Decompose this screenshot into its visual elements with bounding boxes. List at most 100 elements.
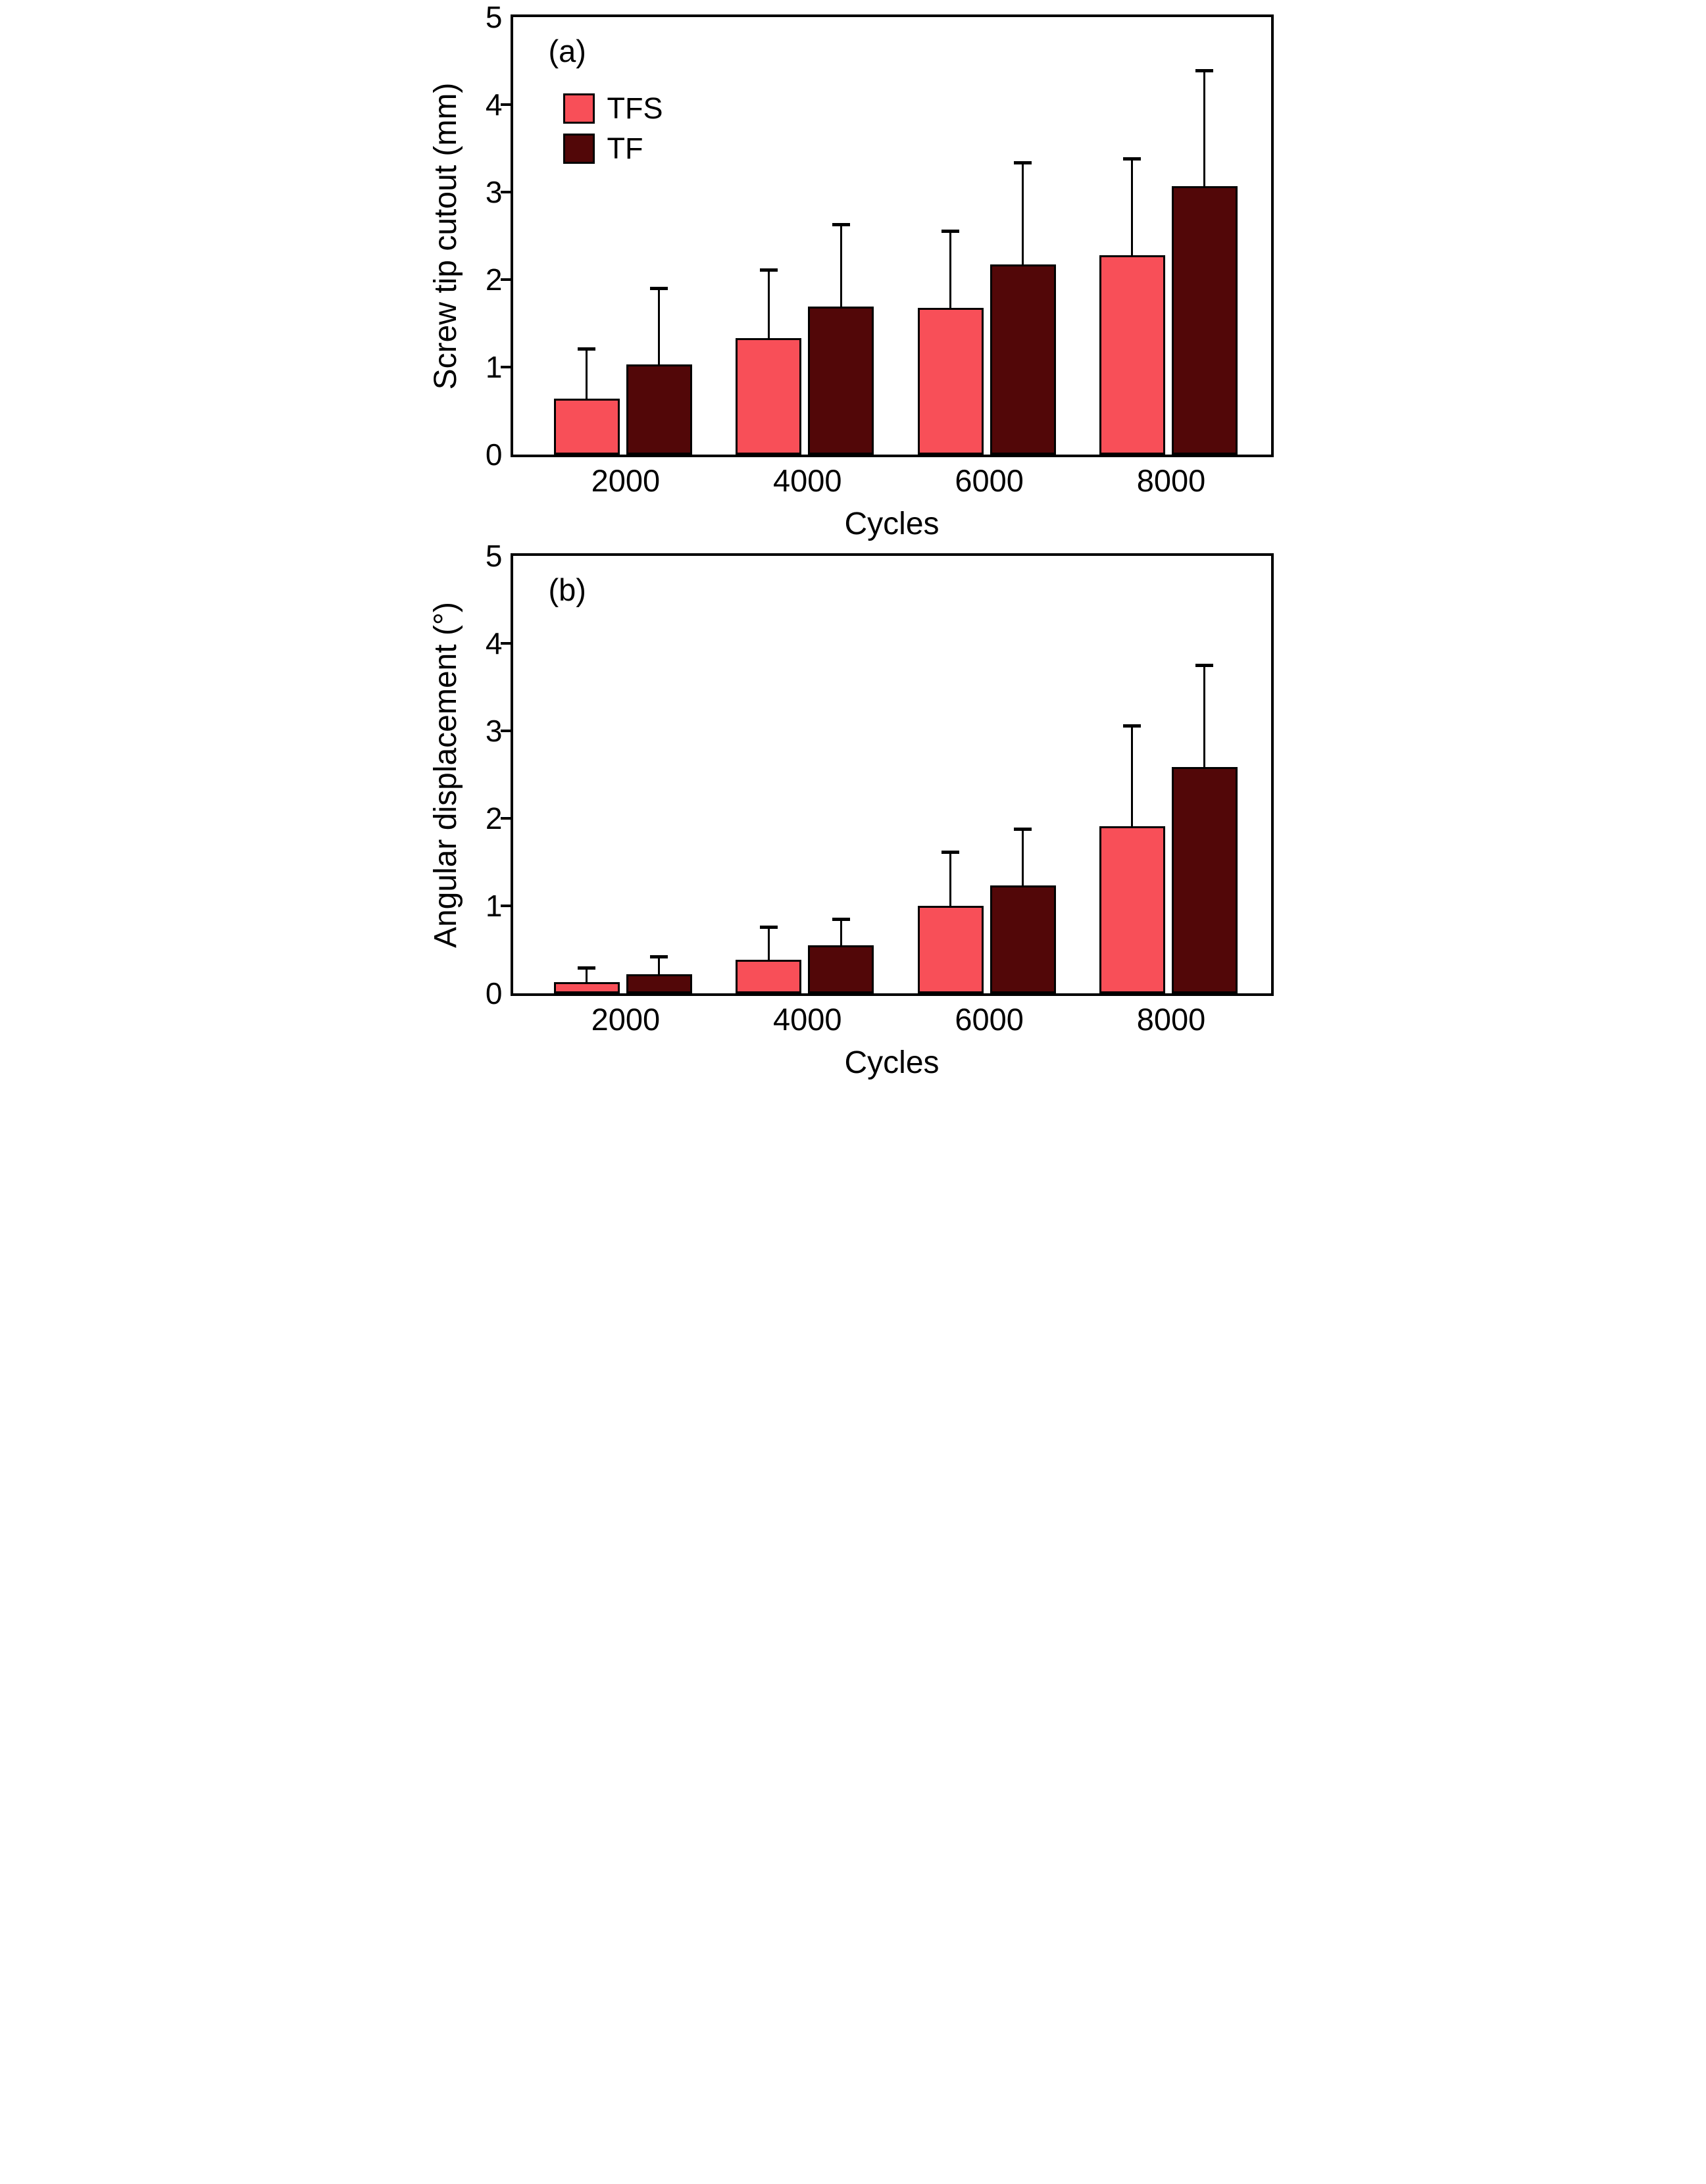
bar-tfs-6000 bbox=[917, 307, 984, 455]
y-axis-title-text: Screw tip cutout (mm) bbox=[428, 82, 463, 389]
error-cap-tf-4000 bbox=[832, 223, 850, 227]
error-bar-tfs-4000 bbox=[767, 270, 770, 340]
panel-b: Angular displacement (°) 0 1 2 3 4 5 (b) 2000… bbox=[427, 541, 1280, 1083]
legend-swatch-tf bbox=[563, 134, 595, 164]
x-tick-label-8000: 8000 bbox=[1136, 463, 1206, 498]
y-axis-title-a: Screw tip cutout (mm) bbox=[427, 14, 465, 457]
y-tick-label-5: 5 bbox=[485, 0, 503, 34]
bar-tfs-2000 bbox=[553, 981, 620, 993]
y-tick-label-1: 1 bbox=[485, 350, 503, 384]
bar-tf-6000 bbox=[990, 264, 1056, 455]
x-tick-label-2000: 2000 bbox=[591, 463, 661, 498]
bar-tfs-8000 bbox=[1099, 826, 1165, 993]
x-tick-label-4000: 4000 bbox=[772, 1002, 842, 1037]
bar-tf-8000 bbox=[1171, 766, 1238, 993]
y-tick-label-0: 0 bbox=[485, 976, 503, 1010]
plot-area-b: (b) bbox=[500, 553, 1274, 996]
error-cap-tfs-8000 bbox=[1123, 724, 1142, 728]
bar-tfs-8000 bbox=[1099, 255, 1165, 455]
y-tick-mark-1 bbox=[500, 905, 511, 907]
error-bar-tfs-2000 bbox=[586, 968, 588, 983]
y-tick-label-2: 2 bbox=[485, 262, 503, 297]
bar-tfs-4000 bbox=[736, 338, 802, 455]
y-tick-mark-4 bbox=[500, 642, 511, 645]
error-bar-tf-4000 bbox=[840, 918, 842, 947]
error-cap-tf-6000 bbox=[1014, 827, 1032, 831]
bar-tf-4000 bbox=[808, 307, 874, 455]
error-cap-tf-2000 bbox=[650, 955, 668, 959]
error-bar-tfs-8000 bbox=[1131, 726, 1134, 828]
bar-tf-2000 bbox=[626, 974, 692, 993]
error-bar-tfs-6000 bbox=[949, 851, 952, 907]
error-bar-tfs-6000 bbox=[949, 230, 952, 309]
x-axis-tick-labels-a: 2000 4000 6000 8000 bbox=[513, 457, 1271, 503]
error-bar-tf-4000 bbox=[840, 224, 842, 309]
bar-tf-8000 bbox=[1171, 186, 1238, 455]
x-tick-label-8000: 8000 bbox=[1136, 1002, 1206, 1037]
y-tick-label-0: 0 bbox=[485, 437, 503, 472]
x-axis-title-b: Cycles bbox=[844, 1045, 940, 1080]
x-axis-title-a: Cycles bbox=[844, 507, 940, 541]
x-axis-tick-labels-b: 2000 4000 6000 8000 bbox=[513, 996, 1271, 1042]
error-cap-tfs-6000 bbox=[941, 850, 960, 854]
x-tick-label-6000: 6000 bbox=[955, 463, 1024, 498]
y-tick-label-4: 4 bbox=[485, 626, 503, 660]
bar-tf-2000 bbox=[626, 364, 692, 455]
error-bar-tf-2000 bbox=[658, 288, 661, 366]
y-tick-mark-3 bbox=[500, 730, 511, 732]
y-tick-label-3: 3 bbox=[485, 175, 503, 209]
y-tick-mark-2 bbox=[500, 278, 511, 281]
error-bar-tfs-4000 bbox=[767, 926, 770, 962]
error-cap-tf-2000 bbox=[650, 287, 668, 291]
error-cap-tf-6000 bbox=[1014, 161, 1032, 164]
bar-tfs-4000 bbox=[736, 960, 802, 993]
y-tick-label-2: 2 bbox=[485, 801, 503, 835]
bar-tfs-6000 bbox=[917, 906, 984, 993]
y-axis-title-b: Angular displacement (°) bbox=[427, 553, 465, 996]
bar-tf-4000 bbox=[808, 945, 874, 993]
error-cap-tfs-2000 bbox=[578, 966, 596, 970]
error-bar-tf-6000 bbox=[1022, 162, 1024, 266]
error-bar-tf-8000 bbox=[1203, 665, 1206, 768]
panel-tag-a: (a) bbox=[548, 34, 586, 68]
error-bar-tfs-8000 bbox=[1131, 159, 1134, 257]
error-bar-tf-6000 bbox=[1022, 828, 1024, 887]
panel-a: Screw tip cutout (mm) 0 1 2 3 4 5 (a) TFS TF 2… bbox=[427, 2, 1280, 544]
error-cap-tf-8000 bbox=[1195, 664, 1214, 668]
y-tick-mark-1 bbox=[500, 366, 511, 368]
error-cap-tf-4000 bbox=[832, 917, 850, 921]
legend-swatch-tfs bbox=[563, 93, 595, 124]
error-cap-tfs-6000 bbox=[941, 229, 960, 233]
figure: Screw tip cutout (mm) 0 1 2 3 4 5 (a) TFS TF 2… bbox=[426, 0, 1280, 1099]
error-cap-tf-8000 bbox=[1195, 69, 1214, 73]
y-axis-tick-labels-a: 0 1 2 3 4 5 bbox=[465, 2, 511, 470]
error-bar-tf-2000 bbox=[658, 956, 661, 976]
y-tick-mark-4 bbox=[500, 103, 511, 106]
error-cap-tfs-4000 bbox=[759, 268, 778, 272]
bar-tf-6000 bbox=[990, 885, 1056, 993]
y-axis-title-text: Angular displacement (°) bbox=[428, 601, 463, 948]
error-bar-tfs-2000 bbox=[586, 349, 588, 400]
error-cap-tfs-4000 bbox=[759, 925, 778, 929]
x-tick-label-2000: 2000 bbox=[591, 1002, 661, 1037]
legend-entry-tfs: TFS bbox=[563, 93, 663, 124]
plot-area-a: (a) TFS TF bbox=[500, 14, 1274, 457]
x-tick-label-4000: 4000 bbox=[772, 463, 842, 498]
y-tick-mark-2 bbox=[500, 817, 511, 820]
y-tick-mark-3 bbox=[500, 191, 511, 193]
error-cap-tfs-2000 bbox=[578, 347, 596, 351]
error-bar-tf-8000 bbox=[1203, 70, 1206, 187]
legend-label-tf: TF bbox=[607, 132, 643, 165]
y-tick-label-5: 5 bbox=[485, 539, 503, 573]
legend-label-tfs: TFS bbox=[607, 91, 663, 125]
bar-tfs-2000 bbox=[553, 398, 620, 455]
legend-entry-tf: TF bbox=[563, 134, 663, 164]
y-tick-label-3: 3 bbox=[485, 714, 503, 748]
y-axis-tick-labels-b: 0 1 2 3 4 5 bbox=[465, 541, 511, 1008]
panel-tag-b: (b) bbox=[548, 572, 586, 607]
x-tick-label-6000: 6000 bbox=[955, 1002, 1024, 1037]
legend: TFS TF bbox=[563, 93, 663, 164]
error-cap-tfs-8000 bbox=[1123, 157, 1142, 161]
y-tick-label-1: 1 bbox=[485, 889, 503, 923]
y-tick-label-4: 4 bbox=[485, 87, 503, 122]
